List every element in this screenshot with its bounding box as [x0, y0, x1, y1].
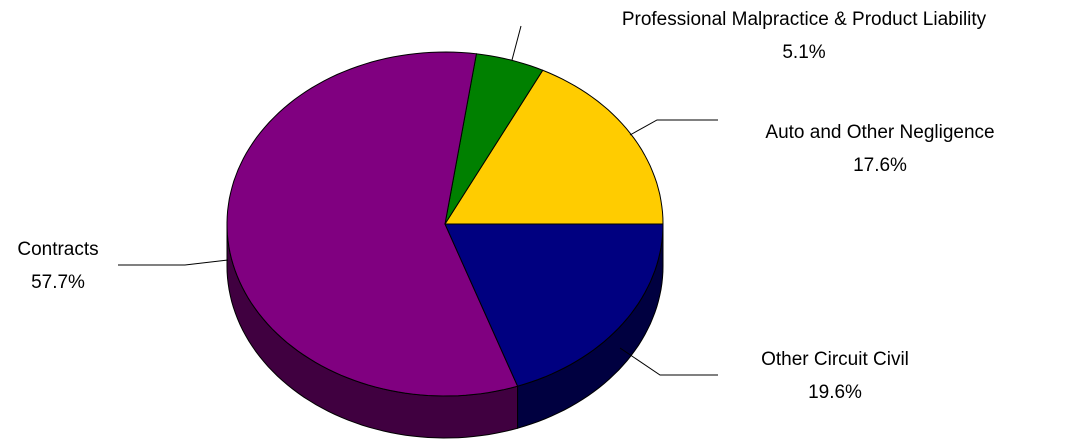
slice-label: Auto and Other Negligence — [765, 122, 994, 143]
leader-line — [629, 119, 718, 136]
slice — [444, 69, 664, 225]
leader-line — [619, 347, 718, 376]
slice-value: 17.6% — [853, 155, 907, 176]
slice-value: 57.7% — [31, 272, 85, 293]
slice — [444, 223, 664, 387]
slice-value: 19.6% — [808, 382, 862, 403]
slice-label: Contracts — [17, 239, 98, 260]
leader-line — [511, 25, 522, 61]
slice-value: 5.1% — [782, 42, 825, 63]
leader-line — [118, 259, 229, 266]
slice-label: Other Circuit Civil — [761, 349, 909, 370]
slice-label: Professional Malpractice & Product Liabi… — [622, 9, 987, 30]
slice — [444, 53, 544, 225]
slice — [226, 51, 519, 397]
